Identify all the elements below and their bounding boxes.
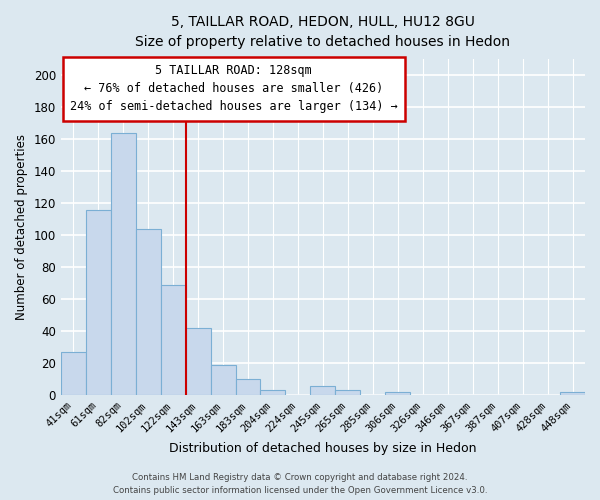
X-axis label: Distribution of detached houses by size in Hedon: Distribution of detached houses by size … xyxy=(169,442,476,455)
Bar xyxy=(310,386,335,395)
Title: 5, TAILLAR ROAD, HEDON, HULL, HU12 8GU
Size of property relative to detached hou: 5, TAILLAR ROAD, HEDON, HULL, HU12 8GU S… xyxy=(136,15,511,48)
Text: 5 TAILLAR ROAD: 128sqm
← 76% of detached houses are smaller (426)
24% of semi-de: 5 TAILLAR ROAD: 128sqm ← 76% of detached… xyxy=(70,64,398,114)
Y-axis label: Number of detached properties: Number of detached properties xyxy=(15,134,28,320)
Text: Contains HM Land Registry data © Crown copyright and database right 2024.
Contai: Contains HM Land Registry data © Crown c… xyxy=(113,473,487,495)
Bar xyxy=(560,392,585,395)
Bar xyxy=(136,229,161,395)
Bar xyxy=(61,352,86,395)
Bar xyxy=(111,133,136,395)
Bar xyxy=(185,328,211,395)
Bar xyxy=(385,392,410,395)
Bar xyxy=(211,365,236,395)
Bar xyxy=(236,379,260,395)
Bar xyxy=(161,285,185,395)
Bar xyxy=(86,210,111,395)
Bar xyxy=(335,390,361,395)
Bar xyxy=(260,390,286,395)
